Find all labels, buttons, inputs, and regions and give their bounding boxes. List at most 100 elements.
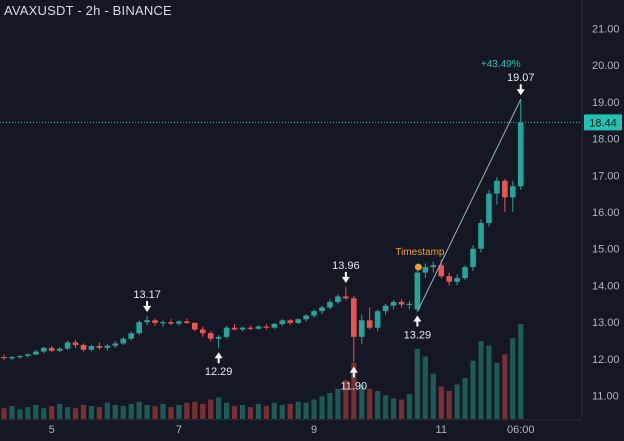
annotation-label-2: 13.96 <box>332 260 360 272</box>
candle-body-63 <box>502 180 508 198</box>
annotation-label-1: 12.29 <box>205 366 233 378</box>
volume-bar-43 <box>343 380 349 419</box>
candle-body-5 <box>40 347 47 352</box>
candle-body-27 <box>215 336 222 339</box>
candle-body-19 <box>152 320 158 323</box>
candle-body-41 <box>327 301 333 308</box>
candle-body-23 <box>184 321 190 323</box>
candle-body-30 <box>239 327 246 330</box>
candle-body-48 <box>382 305 389 312</box>
candle-body-51 <box>406 303 413 306</box>
candle-body-28 <box>223 327 230 337</box>
volume-bar-57 <box>454 384 460 419</box>
y-tick-label-0: 21.00 <box>592 23 620 35</box>
candle-body-47 <box>374 311 381 328</box>
candle-body-12 <box>96 346 103 348</box>
volume-bar-5 <box>41 408 47 419</box>
volume-bar-44 <box>351 362 357 419</box>
annotation-arrow-2 <box>341 276 350 283</box>
volume-bar-11 <box>88 406 95 419</box>
volume-bar-21 <box>168 407 174 419</box>
volume-bar-35 <box>279 404 285 419</box>
annotation-arrow-1 <box>214 352 223 359</box>
volume-bar-51 <box>406 394 413 419</box>
volume-bar-29 <box>231 406 238 419</box>
candle-body-7 <box>56 348 63 351</box>
candle-body-15 <box>120 338 127 344</box>
volume-bar-22 <box>176 404 182 419</box>
last-price-label: 18.44 <box>589 117 617 129</box>
volume-bar-8 <box>65 407 71 419</box>
annotation-arrow-4 <box>413 315 422 322</box>
candle-body-54 <box>430 265 437 268</box>
chart-title: AVAXUSDT - 2h - BINANCE <box>4 3 172 18</box>
volume-bar-49 <box>390 398 397 419</box>
timestamp-marker <box>414 263 422 271</box>
volume-bar-4 <box>33 404 39 419</box>
candle-body-53 <box>422 267 429 273</box>
volume-bar-56 <box>446 390 452 419</box>
y-tick-label-5: 16.00 <box>592 207 620 219</box>
candle-body-55 <box>438 265 445 277</box>
volume-bar-55 <box>438 386 444 419</box>
candle-body-59 <box>470 248 476 268</box>
volume-bar-15 <box>120 406 126 419</box>
candle-body-13 <box>104 345 111 348</box>
annotation-arrow-3 <box>349 366 358 373</box>
volume-bar-50 <box>398 399 405 419</box>
candle-body-25 <box>199 329 206 334</box>
volume-bar-41 <box>327 393 333 419</box>
volume-bar-30 <box>239 404 246 419</box>
candle-body-57 <box>454 278 460 282</box>
candle-body-38 <box>303 315 309 320</box>
volume-bar-16 <box>128 403 134 419</box>
annotation-stem-0 <box>146 300 149 307</box>
annotation-stem-1 <box>217 357 220 364</box>
candle-body-36 <box>287 320 293 323</box>
x-tick-label-4: 06:00 <box>507 424 535 436</box>
volume-bar-36 <box>287 403 293 419</box>
volume-bar-7 <box>57 403 63 419</box>
y-tick-label-4: 17.00 <box>592 170 620 182</box>
candle-body-34 <box>271 324 278 328</box>
y-tick-label-1: 20.00 <box>592 60 620 72</box>
volume-bar-20 <box>160 403 166 419</box>
candle-body-18 <box>144 320 150 323</box>
candle-body-61 <box>486 193 492 224</box>
volume-bar-32 <box>255 403 261 419</box>
volume-bar-12 <box>96 407 102 419</box>
volume-bar-27 <box>216 397 222 419</box>
x-tick-label-0: 5 <box>49 424 55 436</box>
volume-bar-9 <box>72 408 79 419</box>
volume-bar-45 <box>359 384 365 419</box>
volume-bar-53 <box>422 356 428 419</box>
volume-bar-61 <box>486 345 492 419</box>
volume-bar-64 <box>510 338 516 419</box>
volume-bar-52 <box>414 348 420 419</box>
candle-body-1 <box>9 357 15 359</box>
volume-bar-31 <box>247 407 254 419</box>
candle-body-37 <box>295 319 301 323</box>
candle-body-35 <box>279 320 286 325</box>
volume-bar-33 <box>263 406 269 419</box>
volume-bar-38 <box>303 402 309 419</box>
volume-bar-0 <box>1 408 7 419</box>
volume-bar-37 <box>295 401 301 419</box>
candle-body-58 <box>462 267 468 279</box>
candle-body-44 <box>351 298 357 337</box>
annotation-stem-2 <box>344 271 347 278</box>
volume-bar-59 <box>470 360 476 419</box>
trend-line <box>416 99 522 312</box>
candle-body-29 <box>231 327 238 330</box>
candle-body-4 <box>33 351 39 355</box>
candle-body-21 <box>168 322 174 324</box>
candle-body-32 <box>255 326 262 329</box>
annotation-stem-4 <box>416 320 419 327</box>
volume-bar-17 <box>136 401 142 419</box>
volume-bar-10 <box>80 404 87 419</box>
volume-bar-19 <box>152 406 158 419</box>
volume-bar-2 <box>17 409 23 419</box>
volume-bar-65 <box>518 324 524 419</box>
annotation-stem-5 <box>519 84 522 91</box>
